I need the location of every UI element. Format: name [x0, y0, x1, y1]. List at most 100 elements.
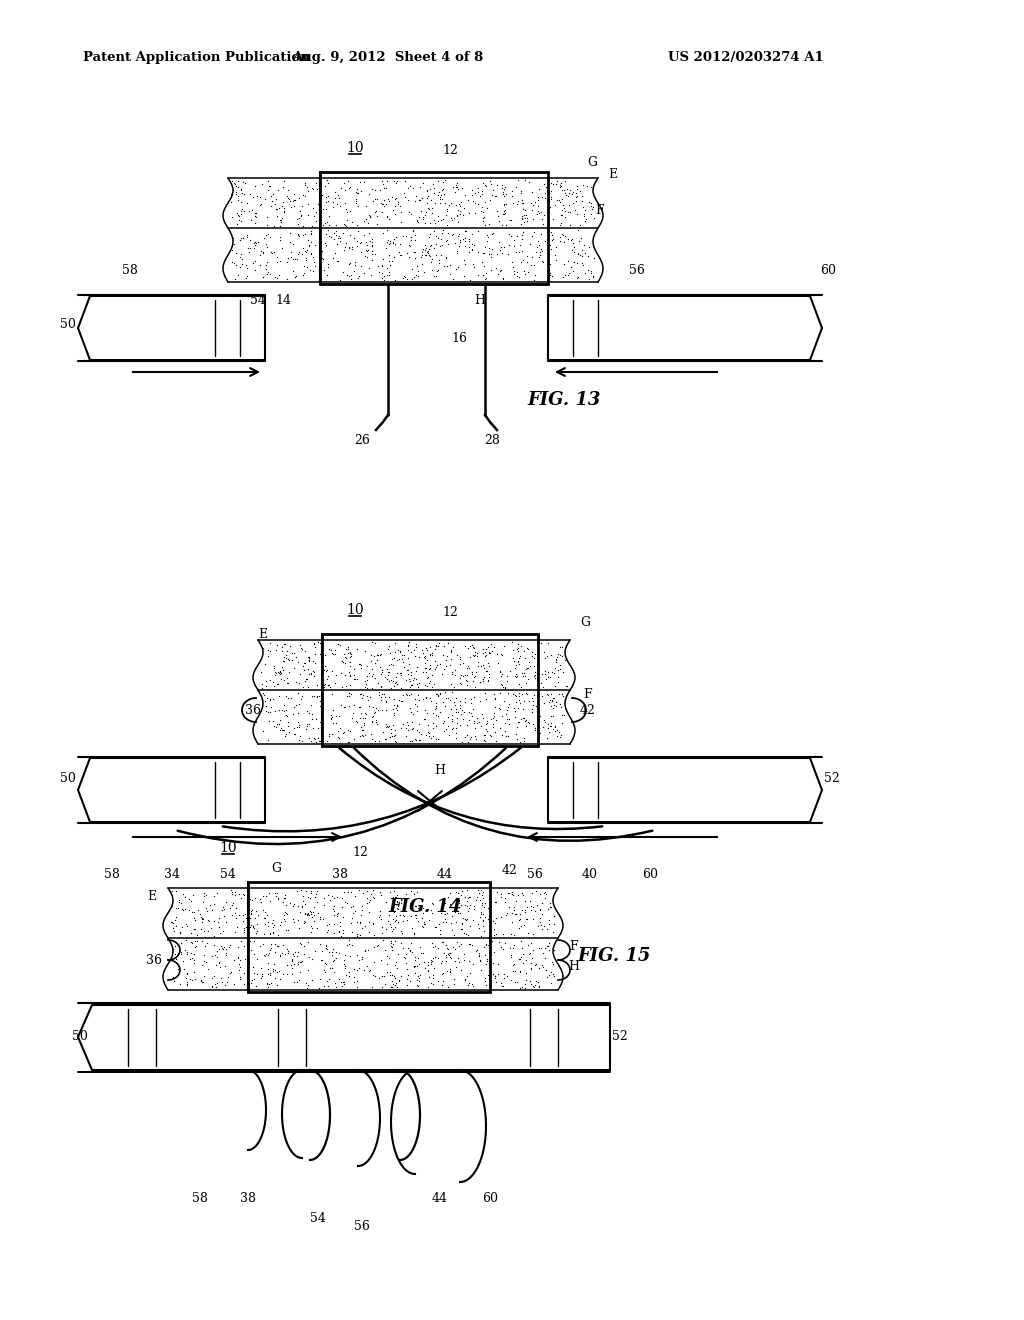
Point [496, 195, 512, 216]
Point [358, 887, 375, 908]
Point [395, 906, 412, 927]
Point [460, 656, 476, 677]
Point [537, 660, 553, 681]
Point [568, 176, 585, 197]
Point [264, 912, 281, 933]
Point [311, 907, 328, 928]
Point [476, 642, 493, 663]
Point [353, 895, 370, 916]
Point [558, 185, 574, 206]
Point [369, 936, 385, 957]
Point [469, 656, 485, 677]
Point [324, 723, 340, 744]
Point [485, 702, 502, 723]
Point [511, 673, 527, 694]
Point [481, 642, 498, 663]
Point [360, 921, 377, 942]
Point [322, 957, 338, 978]
Point [410, 911, 426, 932]
Point [307, 731, 324, 752]
Point [399, 178, 416, 199]
Point [474, 887, 490, 908]
Point [407, 896, 423, 917]
Point [547, 721, 563, 742]
Point [231, 904, 248, 925]
Point [430, 260, 446, 281]
Point [338, 215, 354, 236]
Point [526, 665, 543, 686]
Point [168, 898, 184, 919]
Point [286, 945, 302, 966]
Point [276, 902, 293, 923]
Point [270, 673, 287, 694]
Point [293, 952, 309, 973]
Point [350, 267, 367, 288]
Point [297, 223, 313, 244]
Point [211, 916, 227, 937]
Point [418, 201, 434, 222]
Point [281, 721, 297, 742]
Point [172, 921, 188, 942]
Point [206, 935, 222, 956]
Point [410, 210, 426, 231]
Point [577, 235, 593, 256]
Point [454, 880, 470, 902]
Point [564, 183, 581, 205]
Point [389, 884, 406, 906]
Point [476, 191, 493, 213]
Point [530, 189, 547, 210]
Point [358, 655, 375, 676]
Point [506, 935, 522, 956]
Point [344, 236, 360, 257]
Point [436, 170, 453, 191]
Point [216, 936, 232, 957]
Point [265, 958, 282, 979]
Point [378, 700, 394, 721]
Point [433, 228, 450, 249]
Point [176, 958, 193, 979]
Point [422, 688, 438, 709]
Point [289, 209, 305, 230]
Point [406, 639, 422, 660]
Point [447, 722, 464, 743]
Point [365, 240, 381, 261]
Point [368, 202, 384, 223]
Point [421, 671, 437, 692]
Point [571, 230, 588, 251]
Point [454, 700, 470, 721]
Point [504, 186, 520, 207]
Point [399, 909, 416, 931]
Point [301, 727, 317, 748]
Point [379, 205, 395, 226]
Text: 40: 40 [582, 867, 598, 880]
Point [485, 708, 502, 729]
Point [199, 900, 215, 921]
Point [341, 265, 357, 286]
Point [441, 725, 458, 746]
Point [206, 911, 222, 932]
Point [274, 719, 291, 741]
Text: 34: 34 [164, 867, 180, 880]
Point [407, 190, 423, 211]
Point [226, 269, 243, 290]
Point [495, 975, 511, 997]
Point [321, 969, 337, 990]
Point [423, 252, 439, 273]
Point [513, 882, 529, 903]
Point [360, 183, 377, 205]
Point [331, 226, 347, 247]
Point [365, 913, 381, 935]
Point [166, 970, 182, 991]
Point [424, 892, 440, 913]
Point [548, 696, 564, 717]
Point [518, 908, 535, 929]
Point [243, 908, 259, 929]
Point [352, 726, 369, 747]
Point [507, 684, 523, 705]
Point [476, 937, 493, 958]
Point [305, 651, 322, 672]
Point [204, 968, 220, 989]
Point [329, 194, 345, 215]
Point [490, 231, 507, 252]
Point [165, 966, 181, 987]
